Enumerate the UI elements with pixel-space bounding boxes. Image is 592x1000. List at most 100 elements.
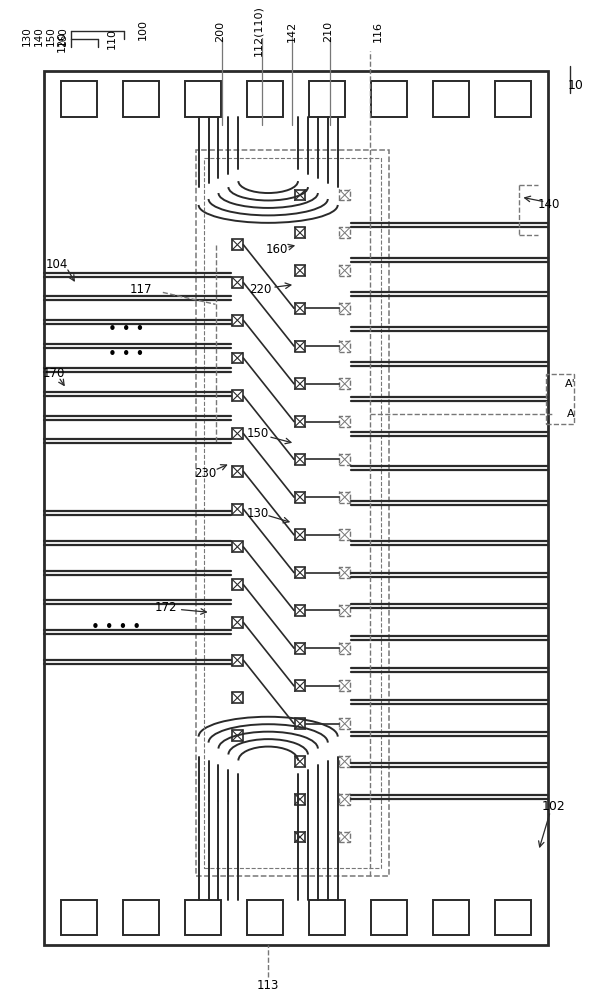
Text: 110: 110 — [107, 28, 117, 49]
Bar — [495, 900, 530, 935]
Text: 140: 140 — [538, 198, 559, 211]
Text: 100: 100 — [138, 19, 148, 40]
Bar — [339, 265, 350, 276]
Bar — [339, 529, 350, 540]
Text: 200: 200 — [215, 20, 226, 42]
Bar — [247, 81, 283, 117]
Bar — [294, 794, 305, 805]
Text: 130: 130 — [22, 26, 32, 46]
Text: 172: 172 — [155, 601, 177, 614]
Text: 160: 160 — [266, 243, 288, 256]
Bar — [371, 81, 407, 117]
Bar — [294, 567, 305, 578]
Text: 120: 120 — [56, 30, 66, 52]
Bar — [339, 492, 350, 503]
Bar — [232, 730, 243, 741]
Bar — [185, 81, 221, 117]
Text: 170: 170 — [42, 367, 65, 380]
Bar — [204, 158, 381, 868]
Text: 142: 142 — [287, 20, 297, 42]
Bar — [339, 227, 350, 238]
Text: 102: 102 — [542, 800, 565, 813]
Bar — [294, 190, 305, 200]
Text: 150: 150 — [46, 26, 56, 46]
Text: 130: 130 — [247, 507, 269, 520]
Text: 220: 220 — [249, 283, 271, 296]
Text: 150: 150 — [247, 427, 269, 440]
Bar — [294, 492, 305, 503]
Bar — [309, 900, 345, 935]
Bar — [232, 617, 243, 628]
Bar — [232, 504, 243, 515]
Text: 112(110): 112(110) — [253, 6, 263, 56]
Bar — [232, 692, 243, 703]
Bar — [62, 81, 97, 117]
Bar — [339, 643, 350, 654]
Bar — [371, 900, 407, 935]
Bar — [294, 680, 305, 691]
Bar — [339, 794, 350, 805]
Bar — [339, 718, 350, 729]
Bar — [123, 81, 159, 117]
Bar — [433, 81, 469, 117]
Bar — [232, 277, 243, 288]
Bar — [339, 190, 350, 200]
Text: 116: 116 — [372, 21, 382, 42]
Bar — [232, 315, 243, 326]
Bar — [44, 71, 548, 945]
Bar — [294, 227, 305, 238]
Bar — [232, 390, 243, 401]
Bar — [294, 832, 305, 842]
Bar — [339, 416, 350, 427]
Bar — [309, 81, 345, 117]
Bar — [339, 605, 350, 616]
Bar — [294, 378, 305, 389]
Bar — [294, 454, 305, 465]
Bar — [185, 900, 221, 935]
Text: A: A — [567, 409, 574, 419]
Bar — [232, 579, 243, 590]
Bar — [339, 454, 350, 465]
Bar — [62, 900, 97, 935]
Text: 117: 117 — [130, 283, 152, 296]
Bar — [232, 655, 243, 666]
Text: • • •: • • • — [108, 322, 144, 337]
Bar — [433, 900, 469, 935]
Bar — [339, 756, 350, 767]
Bar — [247, 900, 283, 935]
Bar — [232, 353, 243, 363]
Bar — [294, 529, 305, 540]
Text: 104: 104 — [46, 258, 67, 271]
Bar — [339, 341, 350, 352]
Bar — [339, 303, 350, 314]
Bar — [232, 466, 243, 477]
Text: A': A' — [565, 379, 575, 389]
Bar — [232, 541, 243, 552]
Bar — [294, 341, 305, 352]
Text: 140: 140 — [34, 26, 44, 46]
Bar — [232, 428, 243, 439]
Text: 113: 113 — [257, 979, 279, 992]
Bar — [339, 680, 350, 691]
Bar — [495, 81, 530, 117]
Bar — [232, 239, 243, 250]
Bar — [294, 416, 305, 427]
Bar — [294, 303, 305, 314]
Bar — [294, 718, 305, 729]
Bar — [294, 756, 305, 767]
Bar — [294, 643, 305, 654]
Text: 160: 160 — [57, 26, 67, 46]
Text: • • • •: • • • • — [91, 620, 141, 635]
Bar — [339, 378, 350, 389]
Text: • • •: • • • — [108, 347, 144, 362]
Bar — [546, 374, 574, 424]
Text: 210: 210 — [323, 20, 333, 42]
Text: 10: 10 — [567, 79, 583, 92]
Bar — [123, 900, 159, 935]
Bar — [294, 265, 305, 276]
Bar — [339, 567, 350, 578]
Bar — [294, 605, 305, 616]
Bar — [195, 150, 390, 876]
Bar — [339, 832, 350, 842]
Text: 230: 230 — [194, 467, 217, 480]
